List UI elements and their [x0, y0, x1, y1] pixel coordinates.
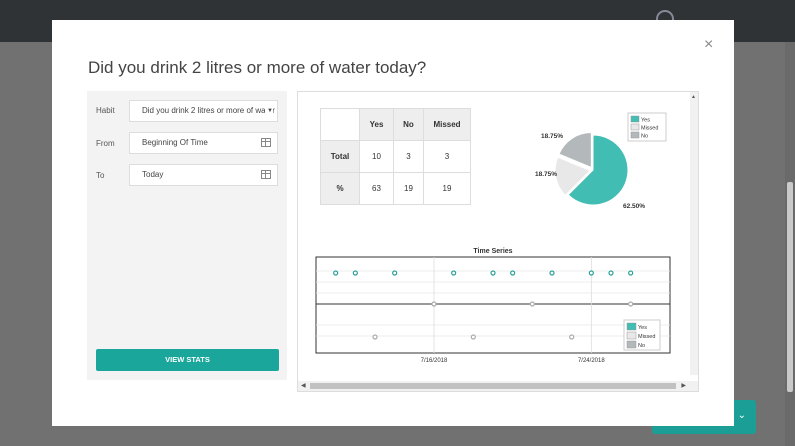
- chevron-down-icon: ⌄: [737, 410, 746, 421]
- legend-swatch-no: [630, 131, 640, 139]
- x-tick-label: 7/16/2018: [421, 358, 448, 364]
- point-no: [470, 334, 476, 340]
- table-cell: 19: [393, 172, 424, 205]
- calendar-icon[interactable]: [261, 138, 271, 147]
- stats-table: Yes No Missed Total 10 3 3 % 63 19 19: [320, 108, 471, 205]
- pie-data-label: 18.75%: [535, 171, 557, 178]
- to-date-field[interactable]: Today: [129, 164, 278, 186]
- table-corner: [320, 108, 360, 141]
- habit-stats-modal: Did you drink 2 litres or more of water …: [52, 20, 734, 426]
- legend-label-no: No: [641, 134, 648, 140]
- point-no: [372, 334, 378, 340]
- legend-swatch-yes: [626, 322, 637, 331]
- pie-slice-no: [558, 132, 592, 169]
- legend-label-missed: Missed: [641, 126, 658, 132]
- horizontal-scroll-thumb[interactable]: [310, 383, 676, 389]
- from-date-field[interactable]: Beginning Of Time: [129, 132, 278, 154]
- table-cell: 3: [393, 140, 424, 173]
- point-yes: [549, 270, 555, 276]
- point-yes: [628, 270, 634, 276]
- legend-label-yes: Yes: [641, 118, 650, 124]
- legend-label-yes: Yes: [638, 325, 647, 331]
- habit-label: Habit: [96, 106, 115, 115]
- table-header-yes: Yes: [359, 108, 394, 141]
- close-icon[interactable]: ×: [704, 36, 714, 53]
- point-yes: [333, 270, 339, 276]
- point-missed: [628, 301, 634, 307]
- view-stats-button[interactable]: VIEW STATS: [96, 349, 279, 371]
- calendar-icon[interactable]: [261, 170, 271, 179]
- point-missed: [529, 301, 535, 307]
- point-yes: [352, 270, 358, 276]
- legend-swatch-missed: [626, 331, 637, 340]
- row-label-percent: %: [320, 172, 360, 205]
- point-yes: [510, 270, 516, 276]
- from-label: From: [96, 139, 115, 148]
- point-missed: [431, 301, 437, 307]
- table-header-no: No: [393, 108, 424, 141]
- table-row: % 63 19 19: [320, 172, 471, 205]
- from-date-value: Beginning Of Time: [142, 138, 208, 147]
- table-cell: 3: [423, 140, 471, 173]
- table-header-missed: Missed: [423, 108, 471, 141]
- page-scrollbar[interactable]: [785, 42, 795, 446]
- chart-vertical-scrollbar[interactable]: ▲: [690, 92, 698, 375]
- modal-title: Did you drink 2 litres or more of water …: [88, 58, 427, 77]
- legend-swatch-missed: [630, 123, 640, 131]
- table-cell: 10: [359, 140, 394, 173]
- pie-slice-missed: [554, 156, 591, 197]
- point-yes: [608, 270, 614, 276]
- table-row: Total 10 3 3: [320, 140, 471, 173]
- habit-select-value: Did you drink 2 litres or more of water …: [142, 106, 277, 115]
- x-tick-label: 7/24/2018: [578, 358, 605, 364]
- scroll-left-icon[interactable]: ◀: [301, 383, 306, 389]
- pie-data-label: 18.75%: [541, 133, 563, 140]
- point-no: [569, 334, 575, 340]
- habit-select[interactable]: Did you drink 2 litres or more of water …: [129, 100, 278, 122]
- point-yes: [490, 270, 496, 276]
- scroll-right-icon[interactable]: ▶: [681, 383, 686, 389]
- to-label: To: [96, 171, 105, 180]
- point-yes: [451, 270, 457, 276]
- filter-panel: Habit Did you drink 2 litres or more of …: [87, 91, 287, 380]
- dropdown-arrow-icon: ▼: [265, 101, 273, 121]
- table-cell: 63: [359, 172, 394, 205]
- legend-swatch-yes: [630, 115, 640, 123]
- point-yes: [392, 270, 398, 276]
- legend-label-no: No: [638, 343, 645, 349]
- to-date-value: Today: [142, 170, 164, 179]
- pie-legend: Yes Missed No: [627, 112, 667, 142]
- chart-horizontal-scrollbar[interactable]: ◀ ▶: [298, 381, 698, 391]
- legend-swatch-no: [626, 340, 637, 349]
- pie-chart: 62.50% 18.75% 18.75% Yes Missed No: [535, 112, 667, 210]
- point-yes: [588, 270, 594, 276]
- table-cell: 19: [423, 172, 471, 205]
- timeseries-legend: Yes Missed No: [623, 319, 661, 351]
- row-label-total: Total: [320, 140, 360, 173]
- pie-data-label: 62.50%: [623, 203, 645, 210]
- page-scrollbar-thumb[interactable]: [787, 182, 793, 392]
- stats-panel: Yes No Missed Total 10 3 3 % 63 19 19 62…: [297, 91, 699, 392]
- pie-slice-yes: [567, 134, 629, 206]
- time-series-chart: Time Series 7/16/2018 7/24/2018 Yes Missed No: [315, 248, 671, 364]
- legend-label-missed: Missed: [638, 334, 655, 340]
- scroll-up-icon[interactable]: ▲: [691, 94, 696, 100]
- chart-title: Time Series: [473, 248, 512, 255]
